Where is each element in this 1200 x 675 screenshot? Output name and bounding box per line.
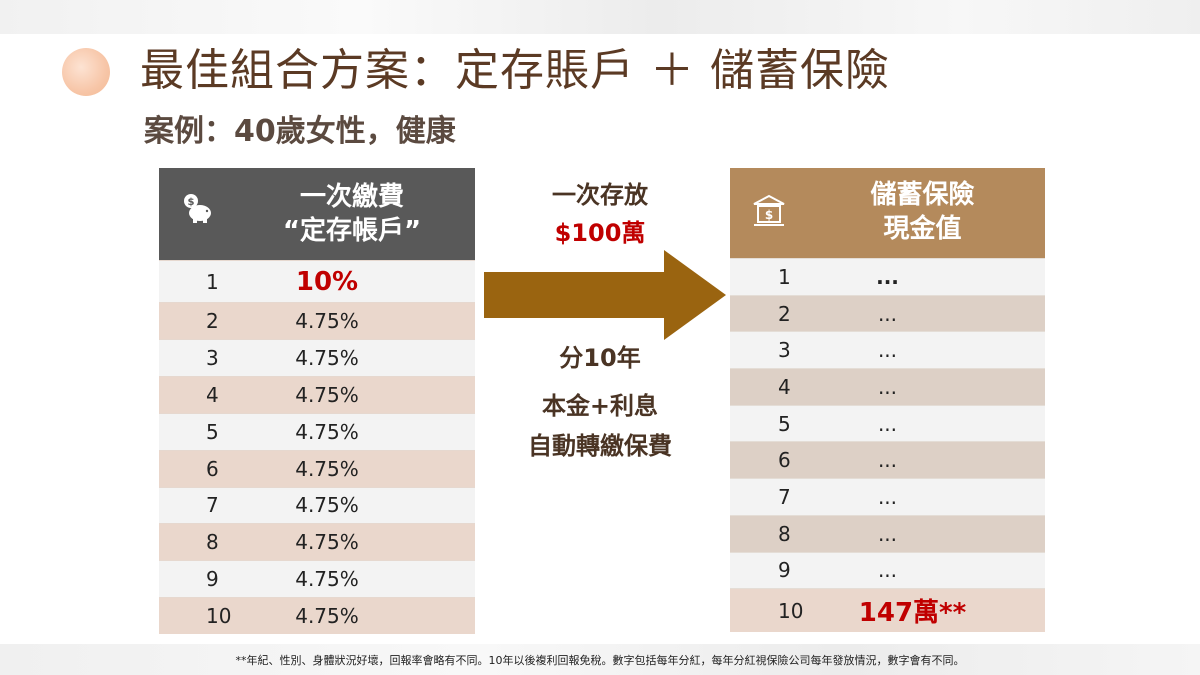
rate-cell: 4.75% (295, 419, 359, 444)
savings-insurance-header-line1: 儲蓄保險 (870, 180, 975, 210)
slide-title: 最佳組合方案：定存賬戶 ＋ 儲蓄保險 (140, 45, 890, 96)
piggy-bank-icon: $ (184, 194, 211, 223)
cash-value-cell: ... (877, 521, 898, 546)
fixed-deposit-header-text: 一次繳費 “定存帳戶” (229, 180, 475, 248)
fixed-deposit-header-line1: 一次繳費 (299, 182, 404, 212)
fixed-deposit-rows: 1 10% 2 4.75% 3 4.75% 4 4.75% 5 4.75% 6 4.75% … (159, 260, 475, 634)
year-cell: 8 (778, 521, 791, 546)
savings-insurance-rows: 1... 2... 3... 4... 5... 6... 7... 8... … (730, 258, 1045, 633)
year-cell: 8 (206, 530, 219, 555)
table-row: 10 147萬** (730, 588, 1045, 633)
year-cell: 2 (206, 309, 219, 334)
savings-insurance-header: $ 儲蓄保險 現金值 (730, 168, 1045, 258)
table-row: 10 4.75% (159, 597, 475, 634)
savings-insurance-header-text: 儲蓄保險 現金值 (800, 178, 1045, 246)
year-cell: 6 (778, 448, 791, 473)
rate-cell: 4.75% (295, 382, 359, 407)
fixed-deposit-table: $ 一次繳費 “定存帳戶” 1 10% 2 4.75% 3 4.75% 4 4.75% … (159, 168, 475, 634)
cash-value-cell: ... (876, 264, 899, 289)
year-cell: 4 (206, 382, 219, 407)
rate-cell: 10% (295, 266, 359, 297)
table-row: 8... (730, 514, 1045, 552)
table-row: 7 4.75% (159, 486, 475, 524)
rate-cell: 4.75% (295, 604, 359, 629)
bottom-background-band (0, 644, 1200, 675)
table-row: 9 4.75% (159, 560, 475, 598)
rate-cell: 4.75% (295, 567, 359, 592)
year-cell: 1 (778, 264, 791, 289)
table-row: 6 4.75% (159, 449, 475, 487)
cash-value-cell: ... (877, 448, 898, 473)
deposit-amount: $100萬 (554, 219, 646, 247)
table-row: 2... (730, 294, 1045, 332)
year-cell: 3 (206, 346, 219, 371)
table-row: 5... (730, 404, 1045, 442)
slide-subtitle: 案例：40歲女性，健康 (144, 114, 456, 149)
year-cell: 4 (778, 374, 791, 399)
rate-cell: 4.75% (295, 309, 359, 334)
table-row: 2 4.75% (159, 302, 475, 340)
svg-text:$: $ (188, 197, 195, 208)
rate-cell: 4.75% (295, 456, 359, 481)
savings-insurance-table: $ 儲蓄保險 現金值 1... 2... 3... 4... 5... 6...… (730, 168, 1045, 633)
transfer-auto-pay: 自動轉繳保費 (528, 432, 672, 460)
year-cell: 6 (206, 456, 219, 481)
rate-cell: 4.75% (295, 346, 359, 371)
table-row: 6... (730, 441, 1045, 479)
table-row: 5 4.75% (159, 412, 475, 450)
cash-value-cell: ... (877, 338, 898, 363)
year-cell: 7 (206, 493, 219, 518)
fixed-deposit-header-line2: “定存帳戶” (282, 216, 422, 246)
transfer-years: 分10年 (559, 344, 641, 372)
table-row: 3 4.75% (159, 339, 475, 376)
rate-cell: 4.75% (295, 530, 359, 555)
table-row: 7... (730, 478, 1045, 515)
svg-text:$: $ (765, 208, 773, 222)
year-cell: 9 (778, 558, 791, 583)
transfer-info: 分10年 本金+利息 自動轉繳保費 (480, 338, 720, 466)
year-cell: 9 (206, 567, 219, 592)
cash-value-cell: ... (877, 558, 898, 583)
footnote: **年紀、性別、身體狀況好壞，回報率會略有不同。10年以後複利回報免稅。數字包括… (235, 654, 965, 667)
year-cell: 7 (778, 484, 791, 509)
cash-value-cell: ... (877, 411, 898, 436)
year-cell: 1 (206, 269, 219, 294)
year-cell: 5 (206, 419, 219, 444)
cash-value-cell: ... (877, 301, 898, 326)
savings-insurance-header-line2: 現金值 (883, 214, 962, 244)
year-cell: 10 (778, 598, 804, 623)
table-row: 3... (730, 331, 1045, 369)
table-row: 4... (730, 368, 1045, 405)
table-row: 1 10% (159, 260, 475, 303)
fixed-deposit-header: $ 一次繳費 “定存帳戶” (159, 168, 475, 260)
table-row: 8 4.75% (159, 523, 475, 561)
year-cell: 10 (206, 604, 232, 629)
year-cell: 3 (778, 338, 791, 363)
rate-cell: 4.75% (295, 493, 359, 518)
table-row: 1... (730, 258, 1045, 295)
bank-icon: $ (753, 194, 785, 226)
table-row: 9... (730, 551, 1045, 589)
cash-value-cell: ... (877, 484, 898, 509)
table-row: 4 4.75% (159, 375, 475, 413)
top-background-band (0, 0, 1200, 34)
transfer-arrow-icon (484, 250, 726, 340)
cash-value-cell: 147萬** (858, 598, 967, 629)
decorative-circle-icon (62, 48, 110, 96)
cash-value-cell: ... (877, 374, 898, 399)
transfer-principal: 本金+利息 (541, 392, 659, 420)
deposit-info: 一次存放 $100萬 (480, 176, 720, 252)
year-cell: 2 (778, 301, 791, 326)
deposit-label: 一次存放 (552, 181, 648, 209)
year-cell: 5 (778, 411, 791, 436)
